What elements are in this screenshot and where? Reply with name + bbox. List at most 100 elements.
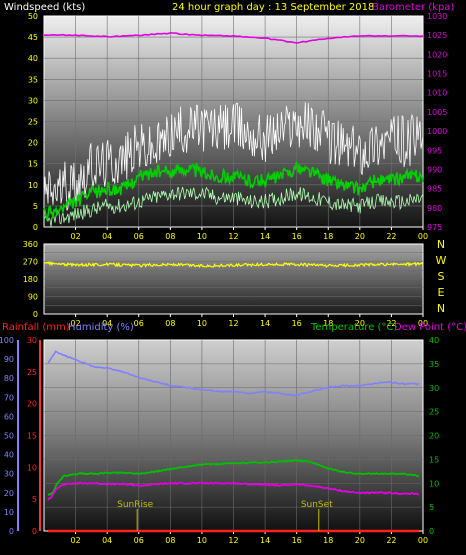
temperature-tick: 20 (429, 432, 439, 441)
windspeed-tick: 25 (28, 118, 38, 127)
x-tick-label: 02 (70, 319, 80, 328)
wind-series (43, 32, 424, 228)
humidity-axis-title: Humidity (%) (68, 322, 134, 333)
compass-label: S (438, 270, 445, 283)
barometer-axis-title: Barometer (kpa) (372, 2, 454, 13)
x-tick-label: 06 (134, 536, 144, 545)
barometer-tick: 1020 (427, 50, 447, 59)
windspeed-tick: 5 (33, 202, 38, 211)
rainfall-tick: 20 (27, 400, 37, 409)
barometer-tick: 995 (427, 146, 442, 155)
humidity-tick: 60 (4, 412, 14, 421)
windspeed-tick: 35 (28, 75, 38, 84)
windspeed-tick: 45 (28, 33, 38, 42)
x-tick-label: 16 (292, 536, 302, 545)
barometer-tick: 1000 (427, 127, 447, 136)
humidity-tick: 30 (4, 470, 14, 479)
x-tick-label: 04 (102, 232, 112, 241)
x-tick-label: 14 (260, 536, 270, 545)
x-tick-label: 20 (355, 319, 365, 328)
rainfall-tick: 25 (27, 368, 37, 377)
windspeed-tick: 0 (33, 223, 38, 232)
humidity-tick: 90 (4, 355, 14, 364)
windspeed-tick: 40 (28, 54, 38, 63)
windspeed-axis-title: Windspeed (kts) (4, 2, 85, 13)
direction-tick: 90 (28, 293, 38, 302)
x-tick-label: 12 (228, 319, 238, 328)
series-humidity (47, 350, 420, 397)
x-tick-label: 00 (418, 319, 428, 328)
temperature-time-tick-labels: 02 04 06 08 10 12 14 16 18 20 22 00 (70, 531, 428, 545)
humidity-tick: 80 (4, 374, 14, 383)
temperature-tick: 15 (429, 455, 439, 464)
rainfall-tick-labels: 0 5 10 15 20 25 30 (27, 336, 37, 536)
temperature-tick: 0 (429, 527, 434, 536)
x-tick-label: 16 (292, 232, 302, 241)
series-gust (43, 102, 424, 211)
barometer-tick: 1005 (427, 108, 447, 117)
series-temperature (47, 459, 420, 496)
x-tick-label: 18 (323, 232, 333, 241)
barometer-tick: 990 (427, 165, 442, 174)
series-average (43, 161, 424, 223)
direction-grid (44, 252, 423, 306)
series-dew-point (47, 481, 419, 501)
temperature-tick: 5 (429, 503, 434, 512)
rainfall-axis-title: Rainfall (mm) (2, 322, 70, 333)
temperature-tick: 35 (429, 360, 439, 369)
x-tick-label: 06 (134, 232, 144, 241)
sun-label: SunSet (301, 500, 333, 510)
x-tick-label: 14 (260, 319, 270, 328)
x-tick-label: 04 (102, 536, 112, 545)
x-tick-label: 20 (355, 232, 365, 241)
compass-label: N (437, 302, 445, 315)
windspeed-tick: 20 (28, 139, 38, 148)
windspeed-tick: 10 (28, 181, 38, 190)
x-tick-label: 18 (323, 319, 333, 328)
x-tick-label: 12 (228, 232, 238, 241)
x-tick-label: 10 (197, 232, 207, 241)
x-tick-label: 08 (165, 232, 175, 241)
temperature-series (47, 350, 420, 533)
direction-time-tick-labels: 02 04 06 08 10 12 14 16 18 20 22 00 (70, 314, 428, 328)
compass-label: W (436, 254, 447, 267)
barometer-tick-labels: 975 980 985 990 995 1000 1005 1010 1015 1020 1025 1… (427, 12, 447, 232)
direction-tick: 270 (23, 258, 38, 267)
temperature-tick-labels: 0 5 10 15 20 25 30 35 40 (429, 336, 439, 536)
x-tick-label: 06 (134, 319, 144, 328)
x-tick-label: 08 (165, 319, 175, 328)
direction-series (43, 260, 424, 269)
temperature-tick: 40 (429, 336, 439, 345)
rainfall-tick: 5 (32, 495, 37, 504)
x-tick-label: 00 (418, 232, 428, 241)
humidity-tick: 100 (0, 336, 14, 345)
direction-tick-labels: 0 90 180 270 360 (23, 240, 38, 319)
series-min (43, 186, 424, 228)
humidity-tick: 50 (4, 432, 14, 441)
humidity-tick-labels: 0 10 20 30 40 50 60 70 80 90 100 (0, 336, 14, 536)
barometer-tick: 1030 (427, 12, 447, 21)
x-tick-label: 22 (386, 536, 396, 545)
temperature-tick: 30 (429, 384, 439, 393)
x-tick-label: 10 (197, 536, 207, 545)
x-tick-label: 22 (386, 232, 396, 241)
temperature-tick: 10 (429, 479, 439, 488)
rainfall-tick: 30 (27, 336, 37, 345)
series-barometer (43, 32, 424, 44)
barometer-tick: 975 (427, 223, 442, 232)
rainfall-tick: 10 (27, 463, 37, 472)
x-tick-label: 12 (228, 536, 238, 545)
barometer-tick: 985 (427, 185, 442, 194)
x-tick-label: 16 (292, 319, 302, 328)
sun-annotations: SunRise SunSet (117, 500, 333, 531)
x-tick-label: 04 (102, 319, 112, 328)
compass-label: N (437, 238, 445, 251)
barometer-tick: 1010 (427, 89, 447, 98)
humidity-tick: 40 (4, 451, 14, 460)
x-tick-label: 22 (386, 319, 396, 328)
wind-time-tick-labels: 02 04 06 08 10 12 14 16 18 20 22 00 (70, 227, 428, 241)
humidity-tick: 10 (4, 508, 14, 517)
